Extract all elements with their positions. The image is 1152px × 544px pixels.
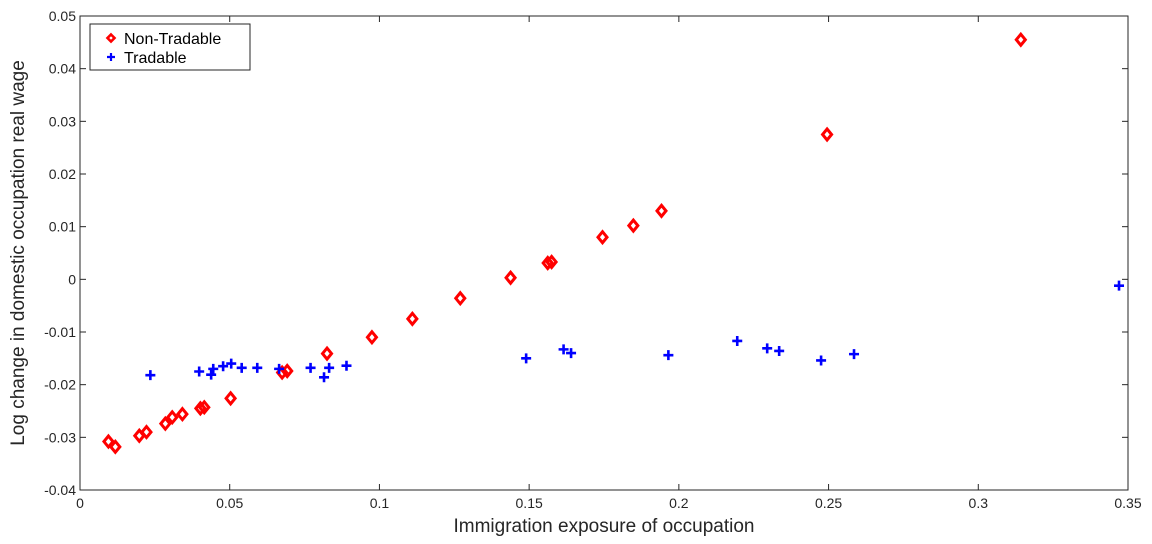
tradable-point xyxy=(732,335,743,346)
tradable-point xyxy=(558,344,569,355)
x-tick-label: 0 xyxy=(76,495,84,511)
tradable-point xyxy=(208,363,219,374)
y-tick-label: -0.02 xyxy=(44,377,76,393)
y-tick-label: 0.05 xyxy=(49,8,76,24)
series-1 xyxy=(145,280,1125,383)
non-tradable-point xyxy=(108,438,122,455)
tradable-point xyxy=(206,369,217,380)
tradable-point xyxy=(218,361,229,372)
non-tradable-point xyxy=(1014,31,1028,48)
non-tradable-point xyxy=(596,229,609,246)
tradable-point xyxy=(226,358,237,369)
legend-plus-marker xyxy=(107,53,115,61)
x-tick-label: 0.3 xyxy=(969,495,989,511)
legend-marker-non-tradable xyxy=(105,32,117,44)
non-tradable-point xyxy=(175,406,189,423)
x-tick-label: 0.2 xyxy=(669,495,689,511)
tradable-point xyxy=(252,362,263,373)
non-tradable-point xyxy=(158,415,172,432)
non-tradable-point xyxy=(541,255,555,271)
non-tradable-point xyxy=(545,254,559,270)
x-tick-label: 0.35 xyxy=(1114,495,1141,511)
series-0 xyxy=(101,31,1028,455)
tradable-point xyxy=(194,366,205,377)
y-tick-label: 0.02 xyxy=(49,166,76,182)
y-tick-label: -0.03 xyxy=(44,429,76,445)
tradable-point xyxy=(324,362,335,373)
legend: Non-Tradable Tradable xyxy=(89,23,251,71)
y-tick-label: 0.04 xyxy=(49,61,76,77)
x-tick-label: 0.05 xyxy=(216,495,243,511)
non-tradable-point xyxy=(197,399,211,416)
tradable-point xyxy=(1114,280,1125,291)
tradable-point xyxy=(566,348,577,359)
tradable-point xyxy=(762,343,773,354)
non-tradable-point xyxy=(405,310,419,327)
tradable-point xyxy=(274,363,285,374)
tick-layer: 0 0.05 0.1 0.15 0.2 0.25 0.3 0.35 -0.04 -0.03 -0.0… xyxy=(44,8,1142,511)
legend-diamond-marker xyxy=(105,32,117,44)
legend-label-non-tradable: Non-Tradable xyxy=(124,31,221,48)
tradable-point xyxy=(521,353,532,364)
tradable-point xyxy=(774,345,785,356)
x-tick-label: 0.15 xyxy=(516,495,543,511)
y-tick-label: -0.04 xyxy=(44,482,76,498)
non-tradable-point xyxy=(320,345,334,362)
non-tradable-point xyxy=(820,126,834,143)
tradable-point xyxy=(341,360,352,371)
non-tradable-point xyxy=(626,217,640,234)
x-axis-title: Immigration exposure of occupation xyxy=(454,516,755,537)
x-tick-label: 0.25 xyxy=(815,495,842,511)
tradable-point xyxy=(305,362,316,373)
non-tradable-point xyxy=(101,433,115,450)
y-tick-label: 0.03 xyxy=(49,113,76,129)
tradable-point xyxy=(849,349,860,360)
non-tradable-point xyxy=(365,329,379,346)
tradable-point xyxy=(663,350,674,361)
non-tradable-point xyxy=(453,290,467,307)
x-tick-label: 0.1 xyxy=(370,495,390,511)
legend-box xyxy=(89,23,251,71)
non-tradable-point xyxy=(280,363,294,379)
non-tradable-point xyxy=(504,269,518,286)
tradable-point xyxy=(236,362,247,373)
tradable-point xyxy=(145,370,156,381)
non-tradable-point xyxy=(140,424,153,440)
points-layer xyxy=(101,31,1125,455)
y-tick-label: -0.01 xyxy=(44,324,76,340)
non-tradable-point xyxy=(224,390,238,407)
axes-box xyxy=(79,15,1129,491)
tradable-point xyxy=(816,355,827,366)
y-tick-label: 0.01 xyxy=(49,219,76,235)
non-tradable-point xyxy=(655,203,668,219)
legend-label-tradable: Tradable xyxy=(124,50,187,67)
non-tradable-point xyxy=(193,400,207,417)
non-tradable-point xyxy=(165,409,179,426)
y-tick-label: 0 xyxy=(68,271,76,287)
tradable-point xyxy=(319,372,330,383)
legend-marker-tradable xyxy=(107,53,115,61)
y-axis-title: Log change in domestic occupation real w… xyxy=(8,60,29,446)
